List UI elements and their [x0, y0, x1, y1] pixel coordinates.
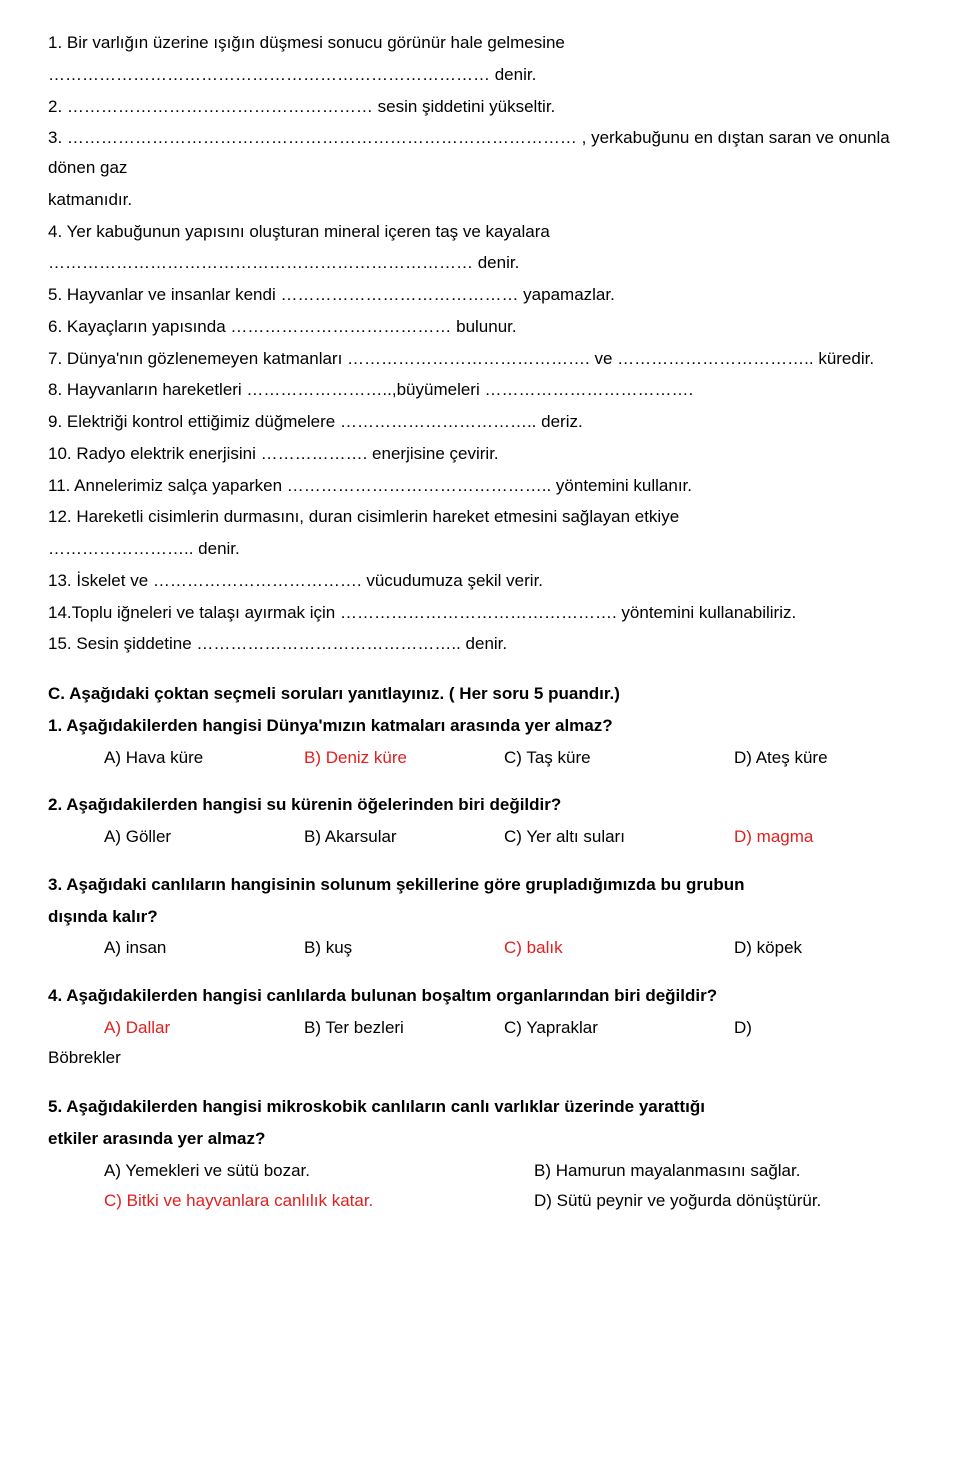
mc-q5-c: C) Bitki ve hayvanlara canlılık katar.	[104, 1186, 534, 1216]
mc-q1-d: D) Ateş küre	[734, 743, 828, 773]
mc-q4-stem: 4. Aşağıdakilerden hangisi canlılarda bu…	[48, 981, 912, 1011]
mc-q1-stem: 1. Aşağıdakilerden hangisi Dünya'mızın k…	[48, 711, 912, 741]
fill-q12b: …………………….. denir.	[48, 534, 912, 564]
mc-q2-options: A) Göller B) Akarsular C) Yer altı sular…	[48, 822, 912, 852]
mc-q2-d: D) magma	[734, 822, 813, 852]
section-c-heading: C. Aşağıdaki çoktan seçmeli soruları yan…	[48, 679, 912, 709]
mc-q5-row1: A) Yemekleri ve sütü bozar. B) Hamurun m…	[48, 1156, 912, 1186]
mc-q5-stem1: 5. Aşağıdakilerden hangisi mikroskobik c…	[48, 1092, 912, 1122]
fill-q1: 1. Bir varlığın üzerine ışığın düşmesi s…	[48, 28, 912, 58]
fill-q9: 9. Elektriği kontrol ettiğimiz düğmelere…	[48, 407, 912, 437]
fill-q1b: …………………………………………………………………… denir.	[48, 60, 912, 90]
mc-q4: 4. Aşağıdakilerden hangisi canlılarda bu…	[48, 981, 912, 1072]
mc-q5-a: A) Yemekleri ve sütü bozar.	[104, 1156, 534, 1186]
fill-in-section: 1. Bir varlığın üzerine ışığın düşmesi s…	[48, 28, 912, 659]
fill-q12: 12. Hareketli cisimlerin durmasını, dura…	[48, 502, 912, 532]
fill-q13: 13. İskelet ve ………………………………. vücudumuza …	[48, 566, 912, 596]
mc-q3-b: B) kuş	[304, 933, 504, 963]
fill-q6: 6. Kayaçların yapısında ………………………………… bu…	[48, 312, 912, 342]
mc-q1-options: A) Hava küre B) Deniz küre C) Taş küre D…	[48, 743, 912, 773]
mc-q5-b: B) Hamurun mayalanmasını sağlar.	[534, 1156, 800, 1186]
fill-q14: 14.Toplu iğneleri ve talaşı ayırmak için…	[48, 598, 912, 628]
fill-q4: 4. Yer kabuğunun yapısını oluşturan mine…	[48, 217, 912, 247]
mc-q4-extra: Böbrekler	[48, 1043, 912, 1073]
mc-q4-a: A) Dallar	[104, 1013, 304, 1043]
fill-q2: 2. ……………………………………………… sesin şiddetini yü…	[48, 92, 912, 122]
fill-q11: 11. Annelerimiz salça yaparken …………………………	[48, 471, 912, 501]
mc-q2-a: A) Göller	[104, 822, 304, 852]
fill-q3b: katmanıdır.	[48, 185, 912, 215]
mc-q1-c: C) Taş küre	[504, 743, 734, 773]
mc-q3-c: C) balık	[504, 933, 734, 963]
fill-q3: 3. ……………………………………………………………………………… , yerk…	[48, 123, 912, 183]
fill-q7: 7. Dünya'nın gözlenemeyen katmanları …………	[48, 344, 912, 374]
fill-q5: 5. Hayvanlar ve insanlar kendi …………………………	[48, 280, 912, 310]
mc-q2-c: C) Yer altı suları	[504, 822, 734, 852]
mc-q5: 5. Aşağıdakilerden hangisi mikroskobik c…	[48, 1092, 912, 1215]
mc-q5-row2: C) Bitki ve hayvanlara canlılık katar. D…	[48, 1186, 912, 1216]
mc-q1-a: A) Hava küre	[104, 743, 304, 773]
mc-q3: 3. Aşağıdaki canlıların hangisinin solun…	[48, 870, 912, 963]
mc-q5-stem2: etkiler arasında yer almaz?	[48, 1124, 912, 1154]
fill-q8: 8. Hayvanların hareketleri ……………………..,bü…	[48, 375, 912, 405]
fill-q4b: ………………………………………………………………… denir.	[48, 248, 912, 278]
mc-q2-stem: 2. Aşağıdakilerden hangisi su kürenin öğ…	[48, 790, 912, 820]
mc-q4-b: B) Ter bezleri	[304, 1013, 504, 1043]
mc-q3-stem1: 3. Aşağıdaki canlıların hangisinin solun…	[48, 870, 912, 900]
mc-q5-d: D) Sütü peynir ve yoğurda dönüştürür.	[534, 1186, 821, 1216]
mc-q3-d: D) köpek	[734, 933, 802, 963]
mc-q3-stem2: dışında kalır?	[48, 902, 912, 932]
mc-q2-b: B) Akarsular	[304, 822, 504, 852]
mc-q4-c: C) Yapraklar	[504, 1013, 734, 1043]
mc-q1: 1. Aşağıdakilerden hangisi Dünya'mızın k…	[48, 711, 912, 773]
mc-q3-a: A) insan	[104, 933, 304, 963]
mc-q2: 2. Aşağıdakilerden hangisi su kürenin öğ…	[48, 790, 912, 852]
mc-q3-options: A) insan B) kuş C) balık D) köpek	[48, 933, 912, 963]
mc-q4-options: A) Dallar B) Ter bezleri C) Yapraklar D)	[48, 1013, 912, 1043]
fill-q10: 10. Radyo elektrik enerjisini ………………. en…	[48, 439, 912, 469]
mc-q1-b: B) Deniz küre	[304, 743, 504, 773]
mc-q4-d: D)	[734, 1013, 752, 1043]
fill-q15: 15. Sesin şiddetine ……………………………………….. de…	[48, 629, 912, 659]
